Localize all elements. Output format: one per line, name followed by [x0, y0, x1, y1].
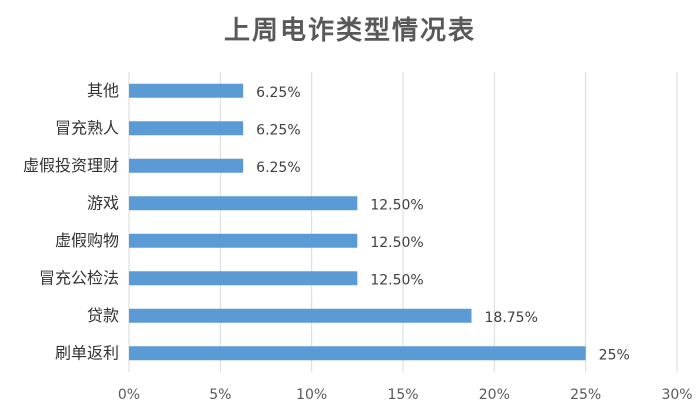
x-tick-label: 15%: [387, 387, 418, 403]
data-label: 18.75%: [485, 310, 538, 326]
x-tick-label: 10%: [296, 387, 327, 403]
data-label: 6.25%: [256, 122, 300, 138]
bar: [129, 233, 358, 248]
x-tick-label: 30%: [661, 387, 692, 403]
x-tick-label: 25%: [570, 387, 601, 403]
bar: [129, 121, 244, 136]
bar: [129, 196, 358, 211]
bar: [129, 83, 244, 98]
category-label: 刷单返利: [55, 343, 119, 362]
category-label: 其他: [87, 81, 119, 100]
x-tick-label: 5%: [209, 387, 231, 403]
category-label: 虚假购物: [55, 231, 119, 250]
bar: [129, 158, 244, 173]
bar: [129, 308, 472, 323]
data-label: 6.25%: [256, 85, 300, 101]
category-label: 冒充公检法: [39, 268, 119, 287]
bar: [129, 271, 358, 286]
data-label: 6.25%: [256, 160, 300, 176]
category-label: 游戏: [87, 193, 119, 212]
x-tick-label: 20%: [479, 387, 510, 403]
category-label: 虚假投资理财: [23, 156, 119, 175]
data-label: 12.50%: [370, 197, 423, 213]
data-label: 12.50%: [370, 272, 423, 288]
data-label: 25%: [599, 347, 630, 363]
data-label: 12.50%: [370, 235, 423, 251]
category-label: 贷款: [87, 306, 119, 325]
chart-title: 上周电诈类型情况表: [223, 16, 476, 46]
category-label: 冒充熟人: [55, 118, 119, 137]
x-tick-label: 0%: [118, 387, 140, 403]
bar: [129, 346, 586, 361]
